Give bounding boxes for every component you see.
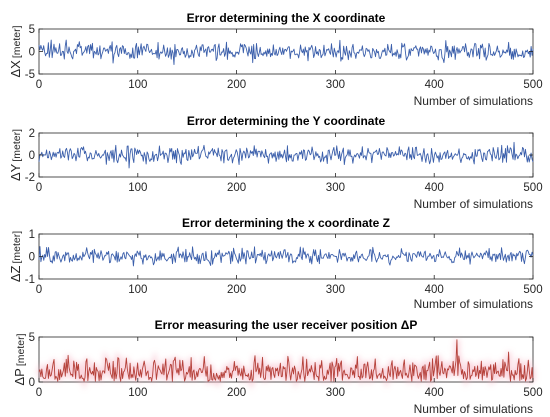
x-tick-label: 0 (36, 182, 42, 194)
y-axis-symbol: ΔP (12, 368, 27, 385)
y-tick-label: -5 (25, 69, 35, 81)
x-tick-label: 100 (128, 387, 147, 399)
y-axis-unit: [meter] (11, 129, 23, 162)
series-line (38, 339, 534, 382)
y-tick-label: 0 (29, 47, 35, 59)
x-tick-label: 400 (425, 182, 444, 194)
y-tick-label: 0 (29, 252, 35, 264)
subplot-4: 0 100 200 300 400 500 0 5 Error measuring the us… (12, 318, 543, 416)
x-tick-label: 300 (326, 79, 345, 91)
x-tick-label: 300 (326, 387, 345, 399)
y-tick-label: -1 (25, 274, 35, 286)
y-axis-label: ΔX [meter] (8, 25, 23, 77)
y-axis-symbol: ΔY (8, 163, 23, 181)
y-tick-label: 1 (29, 229, 35, 241)
x-tick-label: 400 (425, 79, 444, 91)
y-axis-label: ΔZ[meter] (8, 231, 23, 282)
series-line (38, 141, 534, 169)
chart-title: Error determining the x coordinate Z (182, 216, 390, 230)
y-tick-label: 0 (29, 377, 35, 389)
y-tick-label: 5 (29, 24, 35, 36)
chart-title: Error measuring the user receiver positi… (155, 318, 418, 332)
x-tick-label: 400 (425, 284, 444, 296)
y-axis-symbol: ΔX (8, 60, 23, 78)
x-tick-label: 200 (227, 182, 246, 194)
y-axis-unit: [meter] (11, 231, 23, 264)
x-tick-label: 0 (36, 387, 42, 399)
x-tick-label: 100 (128, 182, 147, 194)
x-tick-label: 300 (326, 284, 345, 296)
y-tick-label: 2 (29, 128, 35, 140)
x-axis-label: Number of simulations (414, 297, 533, 311)
chart-title: Error determining the Y coordinate (187, 114, 386, 128)
y-axis-label: ΔY[meter] (8, 129, 23, 181)
x-tick-label: 200 (227, 284, 246, 296)
x-tick-label: 200 (227, 387, 246, 399)
x-tick-label: 400 (425, 387, 444, 399)
x-tick-label: 0 (36, 284, 42, 296)
x-tick-label: 100 (128, 284, 147, 296)
series-line (38, 246, 534, 267)
x-tick-label: 0 (36, 79, 42, 91)
y-axis-unit: [meter] (11, 25, 23, 58)
y-tick-label: -2 (25, 172, 35, 184)
x-axis-label: Number of simulations (414, 94, 533, 108)
chart-title: Error determining the X coordinate (187, 11, 386, 25)
series-line (38, 39, 534, 65)
x-axis-label: Number of simulations (414, 402, 533, 416)
y-tick-label: 5 (29, 332, 35, 344)
x-tick-label: 300 (326, 182, 345, 194)
y-axis-unit: [meter] (15, 333, 27, 366)
x-tick-label: 500 (523, 387, 542, 399)
y-axis-symbol: ΔZ (8, 265, 23, 282)
x-tick-label: 500 (523, 284, 542, 296)
plot-area (38, 28, 534, 75)
x-axis-label: Number of simulations (414, 197, 533, 211)
x-tick-label: 500 (523, 79, 542, 91)
x-tick-label: 500 (523, 182, 542, 194)
y-tick-label: 0 (29, 150, 35, 162)
x-tick-label: 200 (227, 79, 246, 91)
x-tick-label: 100 (128, 79, 147, 91)
y-axis-label: ΔP [meter] (12, 333, 27, 385)
